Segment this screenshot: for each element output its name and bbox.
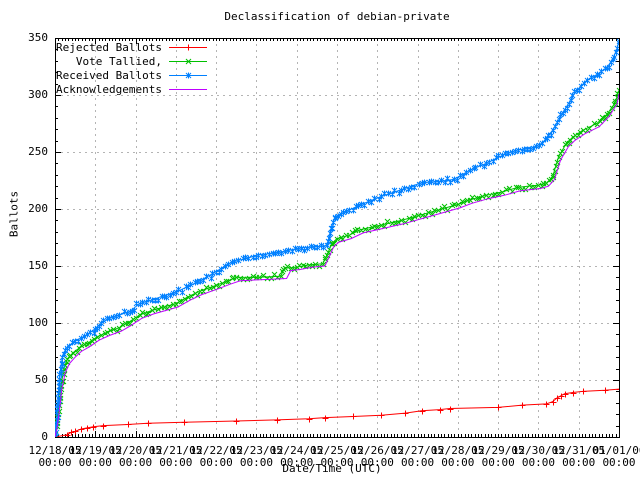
x-tick-time-label: 00:00 <box>239 456 273 469</box>
series-markers-vote-tallied <box>55 87 619 437</box>
x-tick-time-label: 00:00 <box>481 456 515 469</box>
x-tick-date-label: 12/25/05 <box>310 444 364 457</box>
x-tick-date-label: 12/24/05 <box>270 444 324 457</box>
x-tick-date-label: 12/31/05 <box>552 444 606 457</box>
series-markers-received-ballots <box>55 38 619 437</box>
legend-item-rejected-ballots: Rejected Ballots <box>56 40 208 54</box>
legend-label: Rejected Ballots <box>56 40 162 54</box>
x-tick-time-label: 00:00 <box>360 456 394 469</box>
legend-line-sample-icon <box>169 72 207 79</box>
axis-ticks <box>55 38 620 438</box>
series-line-acknowledgements <box>55 93 619 437</box>
x-tick-time-label: 00:00 <box>441 456 475 469</box>
x-tick-time-label: 00:00 <box>521 456 555 469</box>
y-tick-label: 50 <box>34 373 48 386</box>
x-tick-time-label: 00:00 <box>38 456 72 469</box>
x-tick-time-label: 00:00 <box>119 456 153 469</box>
legend-line-sample-icon <box>169 58 207 65</box>
y-tick-label: 0 <box>41 430 48 443</box>
x-tick-date-label: 12/19/05 <box>68 444 122 457</box>
x-tick-date-label: 12/29/05 <box>471 444 525 457</box>
x-tick-time-label: 00:00 <box>602 456 636 469</box>
x-tick-date-label: 12/22/05 <box>189 444 243 457</box>
legend-item-received-ballots: Received Ballots <box>56 68 208 82</box>
x-tick-date-label: 12/18/05 <box>28 444 82 457</box>
y-tick-label: 150 <box>28 259 48 272</box>
legend-item-acknowledgements: Acknowledgements <box>56 82 208 96</box>
legend-label: Vote Tallied, <box>75 54 162 68</box>
x-tick-date-label: 12/23/05 <box>229 444 283 457</box>
x-axis-label: Date/Time (UTC) <box>282 462 382 475</box>
y-tick-label: 350 <box>28 31 48 44</box>
y-tick-label: 200 <box>28 202 48 215</box>
legend-sample-stroke <box>169 72 207 79</box>
series-markers-rejected-ballots <box>55 386 619 437</box>
x-tick-date-label: 12/20/05 <box>109 444 163 457</box>
legend-sample-stroke <box>169 58 207 65</box>
y-tick-label: 250 <box>28 145 48 158</box>
legend-line-sample-icon <box>169 44 207 51</box>
legend-item-vote-tallied: Vote Tallied, <box>56 54 208 68</box>
legend: Rejected Ballots Vote Tallied, Received … <box>56 40 208 96</box>
x-tick-time-label: 00:00 <box>320 456 354 469</box>
grid-lines <box>55 38 619 437</box>
x-tick-date-label: 12/28/05 <box>431 444 485 457</box>
x-tick-date-label: 12/26/05 <box>350 444 404 457</box>
x-tick-date-label: 12/30/05 <box>511 444 565 457</box>
x-tick-time-label: 00:00 <box>78 456 112 469</box>
x-tick-date-label: 12/21/05 <box>149 444 203 457</box>
x-tick-time-label: 00:00 <box>562 456 596 469</box>
x-tick-time-label: 00:00 <box>199 456 233 469</box>
legend-label: Received Ballots <box>56 68 162 82</box>
x-tick-date-label: 12/27/05 <box>391 444 445 457</box>
x-tick-time-label: 00:00 <box>401 456 435 469</box>
legend-label: Acknowledgements <box>56 82 162 96</box>
series-line-vote-tallied <box>55 90 619 437</box>
x-tick-time-label: 00:00 <box>280 456 314 469</box>
y-tick-label: 300 <box>28 88 48 101</box>
chart-title: Declassification of debian-private <box>224 10 450 23</box>
legend-sample-stroke <box>169 44 207 51</box>
legend-line-sample-icon <box>169 89 207 90</box>
x-tick-time-label: 00:00 <box>159 456 193 469</box>
x-tick-date-label: 01/01/06 <box>592 444 640 457</box>
y-tick-label: 100 <box>28 316 48 329</box>
